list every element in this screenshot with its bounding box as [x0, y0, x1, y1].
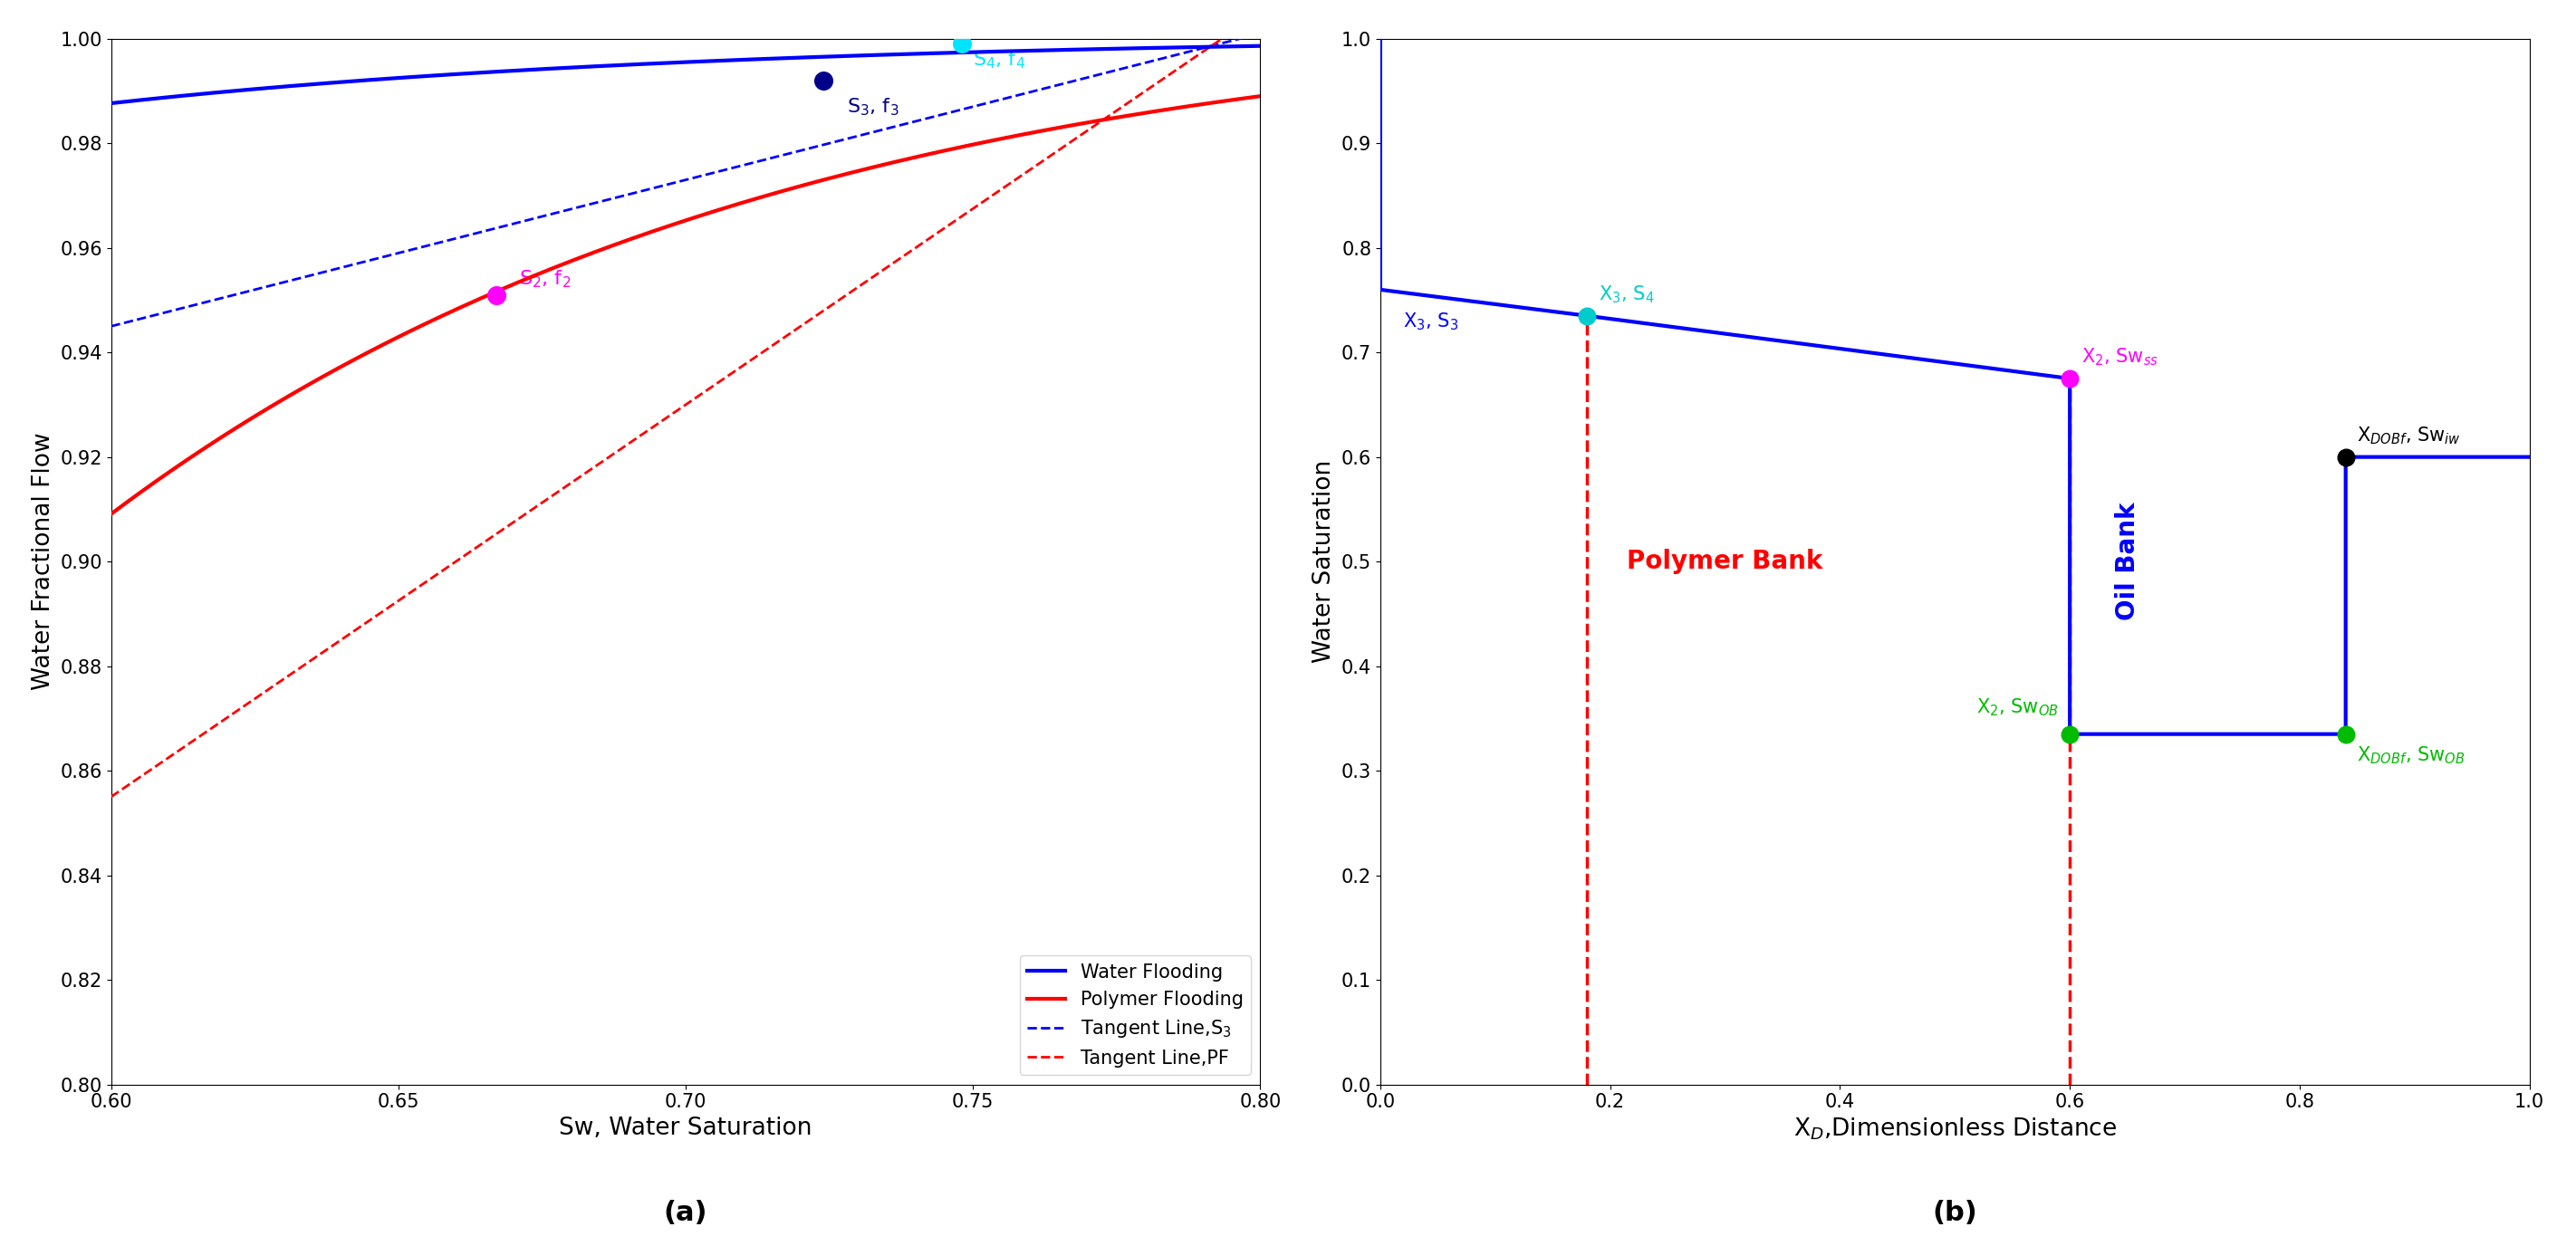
Point — [2326, 724, 2367, 744]
X-axis label: X$_D$,Dimensionless Distance: X$_D$,Dimensionless Distance — [1793, 1116, 2117, 1143]
Legend: Water Flooding, Polymer Flooding, Tangent Line,S$_3$, Tangent Line,PF: Water Flooding, Polymer Flooding, Tangen… — [1020, 956, 1252, 1075]
Text: X$_2$, Sw$_{ss}$: X$_2$, Sw$_{ss}$ — [2081, 346, 2159, 368]
Text: Oil Bank: Oil Bank — [2115, 502, 2141, 621]
Point — [804, 71, 845, 91]
Text: Polymer Bank: Polymer Bank — [1628, 549, 1824, 574]
Point — [2050, 724, 2092, 744]
Point — [2050, 369, 2092, 389]
Text: X$_2$, Sw$_{OB}$: X$_2$, Sw$_{OB}$ — [1976, 697, 2058, 719]
Y-axis label: Water Fractional Flow: Water Fractional Flow — [31, 432, 54, 690]
Text: X$_{DOBf}$, Sw$_{OB}$: X$_{DOBf}$, Sw$_{OB}$ — [2357, 745, 2465, 766]
Y-axis label: Water Saturation: Water Saturation — [1314, 460, 1337, 663]
Point — [2326, 447, 2367, 467]
Point — [1566, 305, 1607, 325]
Text: X$_3$, S$_3$: X$_3$, S$_3$ — [1404, 310, 1458, 331]
Text: X$_3$, S$_4$: X$_3$, S$_4$ — [1600, 284, 1654, 305]
Text: S$_3$, f$_3$: S$_3$, f$_3$ — [848, 96, 899, 117]
Point — [477, 285, 518, 305]
Text: S$_2$, f$_2$: S$_2$, f$_2$ — [520, 268, 572, 289]
Text: X$_{DOBf}$, Sw$_{iw}$: X$_{DOBf}$, Sw$_{iw}$ — [2357, 425, 2460, 446]
Text: S$_4$, f$_4$: S$_4$, f$_4$ — [974, 49, 1025, 71]
Text: (a): (a) — [665, 1200, 708, 1226]
X-axis label: Sw, Water Saturation: Sw, Water Saturation — [559, 1116, 811, 1140]
Text: (b): (b) — [1932, 1200, 1978, 1226]
Point — [940, 34, 981, 54]
